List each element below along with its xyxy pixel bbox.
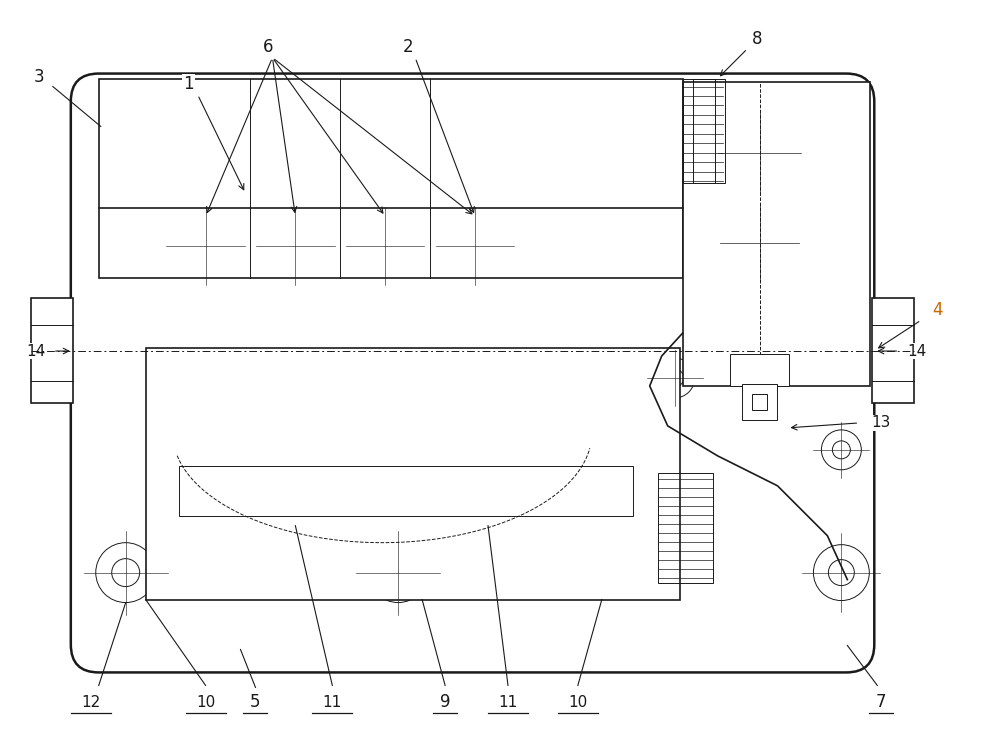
Text: 3: 3 bbox=[34, 68, 44, 86]
Bar bbox=[872, 298, 914, 403]
Text: 2: 2 bbox=[403, 38, 413, 55]
Bar bbox=[742, 384, 777, 420]
Text: 10: 10 bbox=[196, 695, 215, 710]
Text: 14: 14 bbox=[908, 343, 927, 359]
FancyBboxPatch shape bbox=[71, 74, 874, 672]
Text: 13: 13 bbox=[872, 415, 891, 430]
Text: 12: 12 bbox=[81, 695, 100, 710]
Bar bbox=[693, 78, 715, 183]
Text: 10: 10 bbox=[568, 695, 587, 710]
Bar bbox=[752, 394, 767, 410]
Bar bbox=[146, 348, 680, 599]
Bar bbox=[730, 354, 789, 386]
Bar bbox=[683, 78, 725, 183]
Bar bbox=[683, 81, 870, 386]
Text: 7: 7 bbox=[876, 694, 887, 711]
Bar bbox=[658, 473, 713, 582]
Text: 4: 4 bbox=[932, 301, 942, 319]
Text: 8: 8 bbox=[752, 30, 763, 48]
Text: 11: 11 bbox=[323, 695, 342, 710]
Text: 1: 1 bbox=[183, 75, 194, 92]
Bar bbox=[179, 466, 633, 516]
Bar bbox=[31, 298, 73, 403]
Text: 5: 5 bbox=[250, 694, 261, 711]
Bar bbox=[99, 78, 683, 278]
Text: 11: 11 bbox=[498, 695, 518, 710]
Text: 14: 14 bbox=[26, 343, 46, 359]
Text: 6: 6 bbox=[263, 38, 274, 55]
Text: 9: 9 bbox=[440, 694, 450, 711]
